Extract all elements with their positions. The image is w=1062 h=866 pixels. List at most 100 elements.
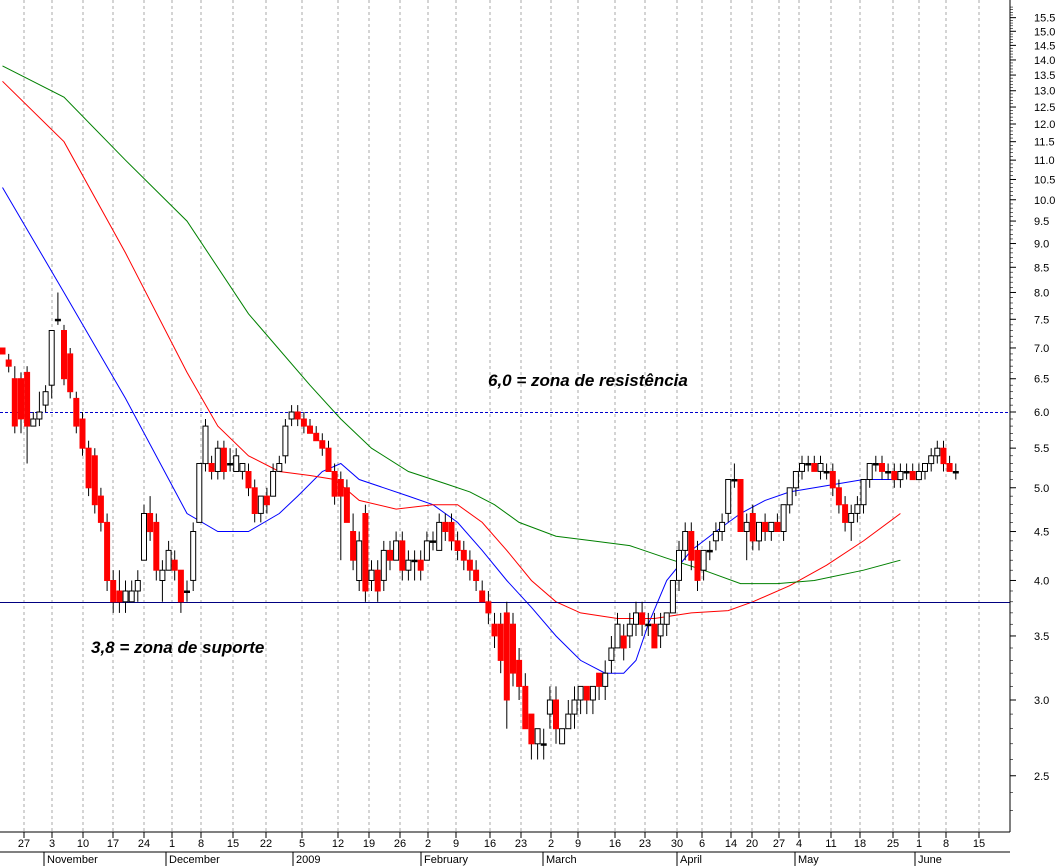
candle [842,496,849,532]
x-month-label: 2009 [296,854,320,866]
candle-body [737,479,744,532]
y-tick-label: 3.5 [1034,631,1049,643]
x-day-label: 4 [796,838,802,850]
candle [546,686,553,729]
candle-body [835,487,842,506]
candle [762,513,769,541]
candle [694,540,701,591]
candle [799,455,805,480]
candle [245,463,252,497]
x-day-label: 14 [725,838,737,850]
candle-body [294,411,301,420]
candle-body [362,513,369,592]
candle [417,550,424,581]
candle [122,580,129,613]
candle-body [18,378,24,420]
horizontal-levels [0,412,1010,603]
candle-body [663,612,670,625]
candle-body [24,371,31,427]
y-tick-label: 12.0 [1034,119,1055,131]
y-tick-label: 7.5 [1034,314,1049,326]
candle [922,463,928,480]
candle-body [282,425,289,457]
candle-body [571,699,578,715]
candle [350,513,357,571]
y-tick-label: 9.5 [1034,216,1049,228]
candle [331,463,338,505]
candle-body [669,580,676,614]
candle-body [417,559,424,571]
candle [85,440,92,497]
x-month-label: February [424,854,469,866]
candle [934,440,941,464]
candle [522,673,529,730]
candle [663,612,670,636]
candle-body [712,531,719,542]
candle [466,550,473,581]
candle-body [503,612,510,701]
candle-body [854,504,861,514]
candle [891,463,898,488]
candle-body [227,463,234,466]
candle [743,513,750,561]
candle-body [380,549,387,581]
x-day-label: 5 [299,838,305,850]
x-day-label: 9 [575,838,581,850]
candle-body [423,540,430,561]
candle-body [952,471,959,474]
candle [903,463,910,480]
candle [257,495,264,523]
candle [645,612,652,636]
candle [36,391,43,427]
candle [946,455,953,472]
candle-body [860,479,867,506]
candle-body [122,590,129,603]
candle [436,513,443,551]
x-month-label: April [680,854,702,866]
candle [97,487,104,532]
y-tick-label: 6.0 [1034,407,1049,419]
candle [614,612,621,649]
candle [602,660,609,700]
x-day-label: 15 [227,838,239,850]
candle-body [577,685,584,701]
candle-body [214,447,221,473]
candle-body [946,463,953,472]
candle [18,372,24,434]
candle [700,549,707,581]
x-day-label: 1 [169,838,175,850]
candle [620,624,627,661]
x-day-label: 17 [107,838,119,850]
candle [380,540,387,591]
candle-body [540,743,547,746]
y-tick-label: 12.5 [1034,102,1055,114]
candle [669,580,676,614]
candle [596,672,603,700]
x-month-label: December [169,854,220,866]
candle [202,419,209,472]
candle-body [79,418,86,449]
candle [300,412,307,434]
candle-body [928,455,935,465]
candle-body [915,471,922,481]
x-month-label: June [918,854,942,866]
candle [485,591,492,625]
candle-body [220,447,227,473]
x-day-label: 30 [671,838,683,850]
x-day-label: 8 [198,838,204,850]
candle [399,531,406,581]
candle-body [528,713,535,745]
x-day-label: 24 [138,838,150,850]
candle-body [491,623,498,637]
candle [177,569,184,613]
candle-body [134,580,141,592]
candle-body [799,463,805,472]
candle [866,463,873,488]
candle [885,463,892,480]
candle-body [596,672,603,687]
candle-body [325,447,332,473]
candle [928,448,935,472]
candle [577,685,584,715]
candle-body [522,685,529,730]
